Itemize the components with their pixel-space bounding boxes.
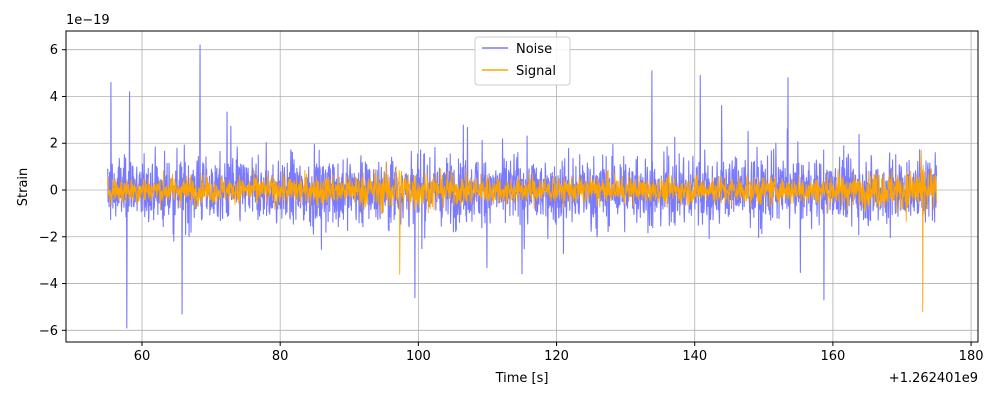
x-tick-label: 80 bbox=[272, 349, 289, 364]
y-tick-label: −6 bbox=[39, 324, 58, 339]
y-tick-label: 0 bbox=[50, 184, 58, 199]
x-tick-label: 120 bbox=[544, 349, 569, 364]
x-tick-label: 160 bbox=[820, 349, 845, 364]
y-tick-label: −2 bbox=[39, 230, 58, 245]
y-tick-label: 6 bbox=[50, 43, 58, 58]
x-tick-label: 60 bbox=[134, 349, 151, 364]
y-tick-label: 2 bbox=[50, 137, 58, 152]
x-axis-ticks: 60 80 100 120 140 160 180 bbox=[134, 342, 984, 364]
series-layer bbox=[106, 44, 938, 329]
x-tick-label: 100 bbox=[406, 349, 431, 364]
legend-signal-label: Signal bbox=[516, 64, 556, 79]
x-offset-text: +1.262401e9 bbox=[889, 371, 978, 386]
y-axis-ticks: −6 −4 −2 0 2 4 6 bbox=[39, 43, 66, 339]
x-tick-label: 140 bbox=[682, 349, 707, 364]
legend-box bbox=[474, 36, 571, 86]
y-axis-label: Strain bbox=[16, 168, 31, 207]
y-tick-label: 4 bbox=[50, 90, 58, 105]
y-exponent-text: 1e−19 bbox=[66, 13, 110, 28]
legend: Noise Signal bbox=[474, 36, 571, 86]
plot-frame bbox=[65, 30, 979, 343]
series-line-signal bbox=[107, 149, 937, 313]
y-tick-label: −4 bbox=[39, 277, 58, 292]
x-axis-label: Time [s] bbox=[495, 371, 549, 386]
legend-noise-label: Noise bbox=[516, 42, 552, 57]
x-tick-label: 180 bbox=[959, 349, 984, 364]
